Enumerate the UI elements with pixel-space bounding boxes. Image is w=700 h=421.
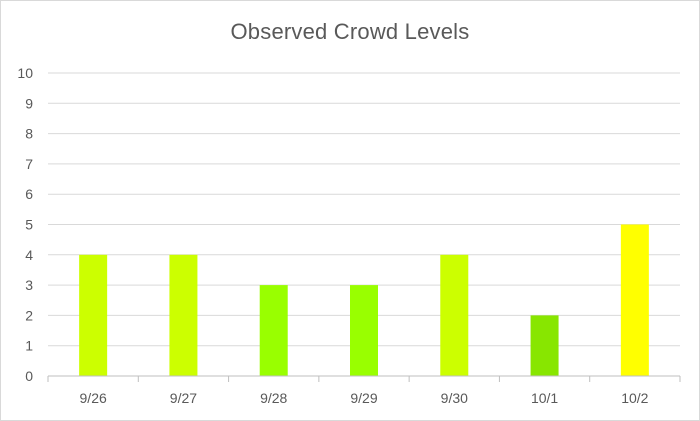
y-tick-label: 4 — [25, 247, 33, 263]
bar — [350, 285, 378, 376]
x-tick-label: 9/29 — [350, 390, 377, 406]
x-tick-labels: 9/26 9/27 9/28 9/29 9/30 10/1 10/2 — [80, 390, 649, 406]
y-tick-labels: 0 1 2 3 4 5 6 7 8 9 10 — [17, 65, 33, 384]
bar — [259, 285, 288, 376]
y-tick-label: 5 — [25, 217, 33, 233]
bar — [440, 254, 469, 376]
y-tick-label: 9 — [25, 95, 33, 111]
y-tick-label: 7 — [25, 156, 33, 172]
y-tick-label: 1 — [25, 338, 33, 354]
chart-title: Observed Crowd Levels — [230, 19, 470, 44]
bars — [79, 224, 649, 376]
bar — [79, 254, 108, 376]
y-tick-label: 8 — [25, 126, 33, 142]
x-axis — [47, 375, 681, 382]
x-tick-label: 10/1 — [531, 390, 558, 406]
x-tick-label: 9/28 — [260, 390, 287, 406]
bar — [530, 315, 559, 376]
x-tick-label: 9/30 — [441, 390, 468, 406]
x-tick-label: 10/2 — [621, 390, 648, 406]
y-tick-label: 2 — [25, 307, 33, 323]
y-tick-label: 3 — [25, 277, 33, 293]
x-tick-label: 9/27 — [170, 390, 197, 406]
y-tick-label: 6 — [25, 186, 33, 202]
y-tick-label: 10 — [17, 65, 33, 81]
bar — [169, 254, 198, 376]
bar — [620, 224, 649, 376]
x-tick-label: 9/26 — [80, 390, 107, 406]
y-tick-label: 0 — [25, 368, 33, 384]
